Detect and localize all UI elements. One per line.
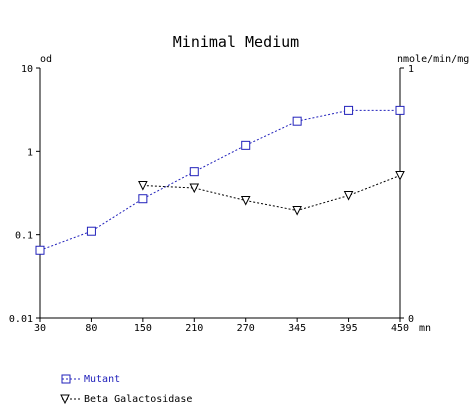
x-tick-label: 345 <box>288 323 306 334</box>
x-tick-label: 30 <box>34 323 46 334</box>
series-0-point <box>344 105 354 115</box>
y-left-tick-label: 10 <box>21 64 33 75</box>
left-axis-label: od <box>40 54 52 65</box>
x-tick-label: 80 <box>85 323 97 334</box>
series-0-point <box>241 140 251 150</box>
series-0-point <box>138 194 148 204</box>
series-1-point <box>240 196 251 206</box>
x-tick-label: 210 <box>185 323 203 334</box>
legend-beta-label: Beta Galactosidase <box>84 394 192 405</box>
chart-title: Minimal Medium <box>173 33 299 51</box>
x-tick-label: 395 <box>340 323 358 334</box>
y-left-tick-label: 1 <box>27 147 33 158</box>
right-axis-label: nmole/min/mg <box>397 54 469 65</box>
x-axis-label: mn <box>419 323 431 334</box>
y-left-tick-label: 0.1 <box>15 231 33 242</box>
series-1-point <box>138 181 148 191</box>
series-0-point <box>292 116 302 126</box>
series-0-line <box>39 109 400 251</box>
x-tick-label: 150 <box>134 323 152 334</box>
series-0-point <box>86 226 96 236</box>
legend-mutant-label: Mutant <box>84 374 120 385</box>
series-0-point <box>189 167 199 177</box>
x-tick-label: 270 <box>237 323 255 334</box>
y-right-tick-label: 0 <box>408 314 414 325</box>
legend: Mutant Beta Galactosidase <box>60 374 192 405</box>
y-left-tick-label: 0.01 <box>9 314 33 325</box>
series-1-point <box>292 206 302 216</box>
x-tick-label: 450 <box>391 323 409 334</box>
legend-beta-marker <box>60 394 70 405</box>
series-1-point <box>395 171 405 181</box>
series-0-point <box>395 105 405 115</box>
series-1-line <box>142 175 401 212</box>
series-1-point <box>189 183 200 194</box>
y-right-tick-label: 1 <box>408 64 414 75</box>
series-0-point <box>35 245 45 255</box>
series-layer <box>35 105 405 255</box>
series-1-point <box>343 191 354 201</box>
legend-mutant-marker <box>61 374 71 384</box>
